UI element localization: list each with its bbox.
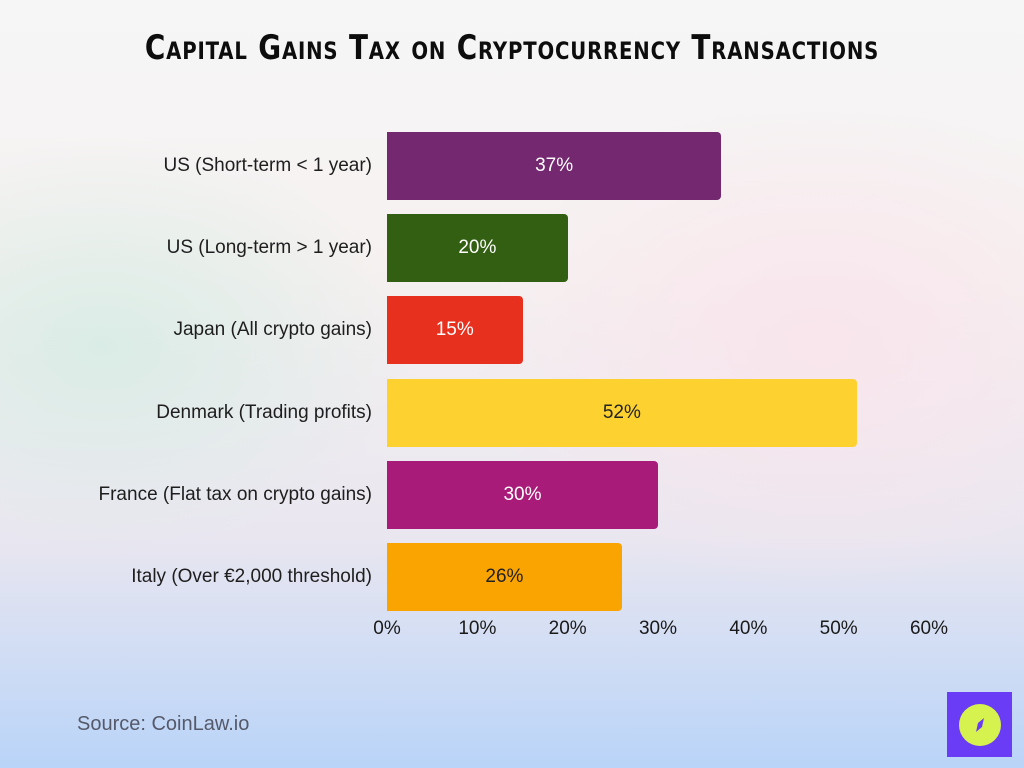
- bar: 52%: [387, 378, 857, 447]
- x-axis-tick: 50%: [819, 618, 858, 639]
- bar-value-label: 15%: [435, 319, 474, 341]
- bar-value-label: 37%: [535, 155, 574, 176]
- chart-title: Capital Gains Tax on Cryptocurrency Tran…: [144, 28, 880, 68]
- bar: 20%: [387, 214, 568, 283]
- category-label: Denmark (Trading profits): [156, 401, 372, 423]
- category-label: US (Long-term > 1 year): [166, 237, 372, 259]
- bar-value-label: 30%: [503, 483, 542, 505]
- category-label: France (Flat tax on crypto gains): [98, 483, 373, 505]
- bar: 30%: [387, 460, 658, 529]
- x-axis-tick: 60%: [909, 618, 949, 639]
- category-label: Italy (Over €2,000 threshold): [131, 566, 372, 587]
- category-label: Japan (All crypto gains): [173, 319, 372, 341]
- x-axis-tick: 10%: [458, 618, 497, 639]
- x-axis-tick: 0%: [373, 618, 401, 639]
- x-axis-tick: 20%: [548, 618, 587, 639]
- x-axis-tick: 30%: [638, 618, 678, 639]
- bar: 37%: [387, 132, 722, 200]
- bar-value-label: 20%: [458, 237, 497, 259]
- x-axis-tick: 40%: [729, 618, 768, 639]
- brand-logo: [947, 692, 1012, 757]
- category-label: US (Short-term < 1 year): [163, 155, 372, 176]
- bar-value-label: 26%: [485, 566, 524, 587]
- bar: 15%: [387, 296, 523, 365]
- bar: 26%: [387, 543, 622, 611]
- source-label: Source: CoinLaw.io: [77, 713, 250, 735]
- compass-icon: [958, 703, 1001, 746]
- bar-value-label: 52%: [602, 401, 641, 423]
